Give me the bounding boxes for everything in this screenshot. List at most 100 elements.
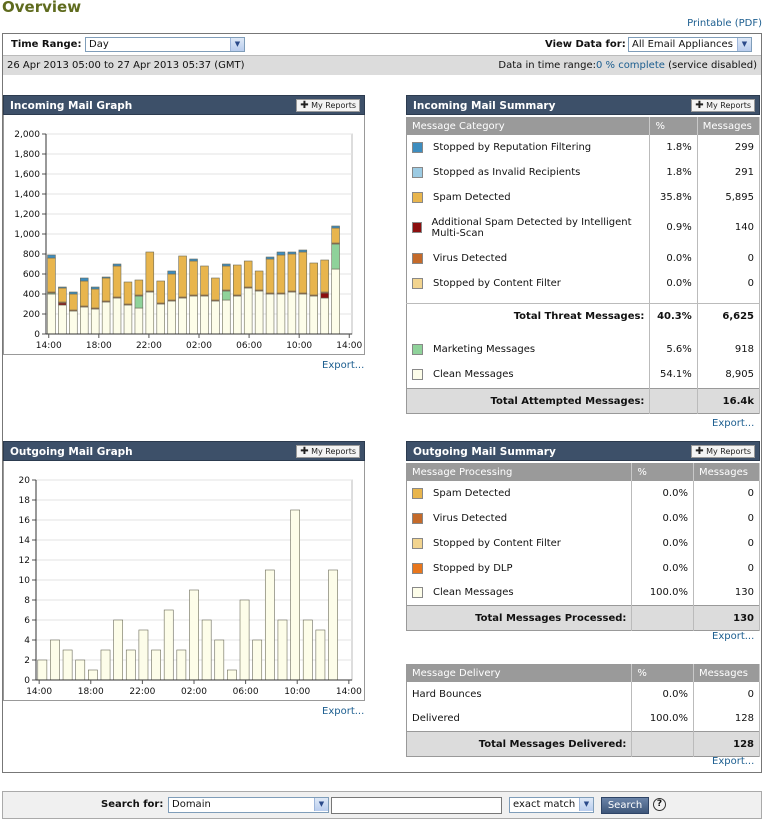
bar-segment-reputation[interactable] xyxy=(222,263,231,267)
bar-segment-reputation[interactable] xyxy=(58,286,67,289)
bar-segment-clean[interactable] xyxy=(50,639,60,681)
incoming-graph-export-link[interactable]: Export... xyxy=(322,360,365,371)
bar-segment-intelligent_multiscan[interactable] xyxy=(320,292,329,299)
bar-segment-spam[interactable] xyxy=(145,251,155,292)
bar-segment-clean[interactable] xyxy=(243,287,253,335)
bar-segment-clean[interactable] xyxy=(178,297,187,335)
bar-segment-spam[interactable] xyxy=(58,287,67,303)
bar-segment-clean[interactable] xyxy=(88,669,98,681)
bar-segment-reputation[interactable] xyxy=(90,286,100,290)
bar-segment-clean[interactable] xyxy=(200,295,209,335)
bar-segment-reputation[interactable] xyxy=(298,249,308,253)
bar-segment-reputation[interactable] xyxy=(167,270,176,275)
bar-segment-spam[interactable] xyxy=(123,281,133,305)
bar-segment-clean[interactable] xyxy=(113,619,124,681)
my-reports-button[interactable]: ✚ My Reports xyxy=(296,445,360,458)
bar-segment-clean[interactable] xyxy=(100,649,111,681)
search-type-select[interactable]: Domain ▼ xyxy=(168,797,329,813)
bar-segment-clean[interactable] xyxy=(37,659,48,681)
bar-segment-clean[interactable] xyxy=(90,308,100,335)
search-input[interactable] xyxy=(331,797,502,814)
time-range-select[interactable]: Day ▼ xyxy=(85,37,245,52)
bar-segment-clean[interactable] xyxy=(163,609,174,681)
bar-segment-spam[interactable] xyxy=(265,258,275,294)
bar-segment-spam[interactable] xyxy=(134,279,144,296)
bar-segment-clean[interactable] xyxy=(167,300,176,335)
bar-segment-clean[interactable] xyxy=(201,619,212,681)
bar-segment-spam[interactable] xyxy=(276,254,286,294)
outgoing-summary-export-link[interactable]: Export... xyxy=(712,631,755,642)
bar-segment-clean[interactable] xyxy=(276,293,286,335)
bar-segment-clean[interactable] xyxy=(69,310,78,335)
bar-segment-clean[interactable] xyxy=(123,304,133,335)
bar-segment-spam[interactable] xyxy=(320,259,329,293)
my-reports-button[interactable]: ✚ My Reports xyxy=(691,99,755,112)
bar-segment-spam[interactable] xyxy=(298,251,308,294)
my-reports-button[interactable]: ✚ My Reports xyxy=(296,99,360,112)
bar-segment-spam[interactable] xyxy=(167,273,176,301)
bar-segment-clean[interactable] xyxy=(101,301,111,335)
bar-segment-clean[interactable] xyxy=(214,639,225,681)
bar-segment-clean[interactable] xyxy=(222,299,231,335)
bar-segment-spam[interactable] xyxy=(222,265,231,291)
bar-segment-clean[interactable] xyxy=(233,295,242,335)
bar-segment-spam[interactable] xyxy=(243,260,253,288)
bar-segment-clean[interactable] xyxy=(189,589,199,681)
bar-segment-spam[interactable] xyxy=(254,270,264,291)
bar-segment-reputation[interactable] xyxy=(276,251,286,256)
bar-segment-clean[interactable] xyxy=(47,293,56,335)
bar-segment-spam[interactable] xyxy=(200,265,209,296)
bar-segment-clean[interactable] xyxy=(302,619,313,681)
bar-segment-clean[interactable] xyxy=(227,669,237,681)
printable-pdf-link[interactable]: Printable (PDF) xyxy=(687,18,762,29)
bar-segment-clean[interactable] xyxy=(58,304,67,335)
bar-segment-reputation[interactable] xyxy=(47,254,56,259)
help-icon[interactable]: ? xyxy=(653,798,666,811)
outgoing-graph-export-link[interactable]: Export... xyxy=(322,706,365,717)
search-button[interactable]: Search xyxy=(601,797,649,814)
bar-segment-clean[interactable] xyxy=(176,649,187,681)
bar-segment-clean[interactable] xyxy=(328,569,338,681)
bar-segment-reputation[interactable] xyxy=(80,277,89,282)
bar-segment-spam[interactable] xyxy=(211,277,220,301)
bar-segment-spam[interactable] xyxy=(90,288,100,309)
bar-segment-clean[interactable] xyxy=(298,293,308,335)
bar-segment-spam[interactable] xyxy=(80,280,89,307)
match-type-select[interactable]: exact match ▼ xyxy=(509,797,594,813)
bar-segment-clean[interactable] xyxy=(62,649,73,681)
bar-segment-clean[interactable] xyxy=(189,295,198,335)
bar-segment-clean[interactable] xyxy=(254,290,264,335)
delivery-export-link[interactable]: Export... xyxy=(712,756,755,767)
bar-segment-spam[interactable] xyxy=(47,257,56,293)
bar-segment-clean[interactable] xyxy=(320,297,329,335)
bar-segment-clean[interactable] xyxy=(264,569,275,681)
bar-segment-spam[interactable] xyxy=(287,253,297,292)
bar-segment-spam[interactable] xyxy=(331,227,340,244)
bar-segment-spam[interactable] xyxy=(178,255,187,298)
bar-segment-marketing[interactable] xyxy=(222,290,231,301)
bar-segment-clean[interactable] xyxy=(125,649,136,681)
bar-segment-reputation[interactable] xyxy=(101,276,111,279)
bar-segment-marketing[interactable] xyxy=(331,243,340,270)
bar-segment-clean[interactable] xyxy=(239,599,250,681)
bar-segment-clean[interactable] xyxy=(315,629,326,681)
bar-segment-spam[interactable] xyxy=(189,260,198,296)
my-reports-button[interactable]: ✚ My Reports xyxy=(691,445,755,458)
bar-segment-reputation[interactable] xyxy=(265,256,275,260)
bar-segment-clean[interactable] xyxy=(75,659,86,681)
bar-segment-spam[interactable] xyxy=(233,264,242,296)
bar-segment-spam[interactable] xyxy=(101,277,111,302)
bar-segment-clean[interactable] xyxy=(309,295,318,335)
bar-segment-clean[interactable] xyxy=(265,293,275,335)
data-complete-link[interactable]: 0 % complete xyxy=(595,60,665,71)
bar-segment-clean[interactable] xyxy=(156,303,165,335)
bar-segment-clean[interactable] xyxy=(134,307,144,335)
bar-segment-clean[interactable] xyxy=(138,629,149,681)
incoming-summary-export-link[interactable]: Export... xyxy=(712,418,755,429)
bar-segment-clean[interactable] xyxy=(331,268,340,335)
bar-segment-spam[interactable] xyxy=(156,280,165,304)
bar-segment-clean[interactable] xyxy=(151,649,161,681)
bar-segment-marketing[interactable] xyxy=(134,295,144,309)
bar-segment-clean[interactable] xyxy=(287,291,297,335)
bar-segment-clean[interactable] xyxy=(211,300,220,335)
